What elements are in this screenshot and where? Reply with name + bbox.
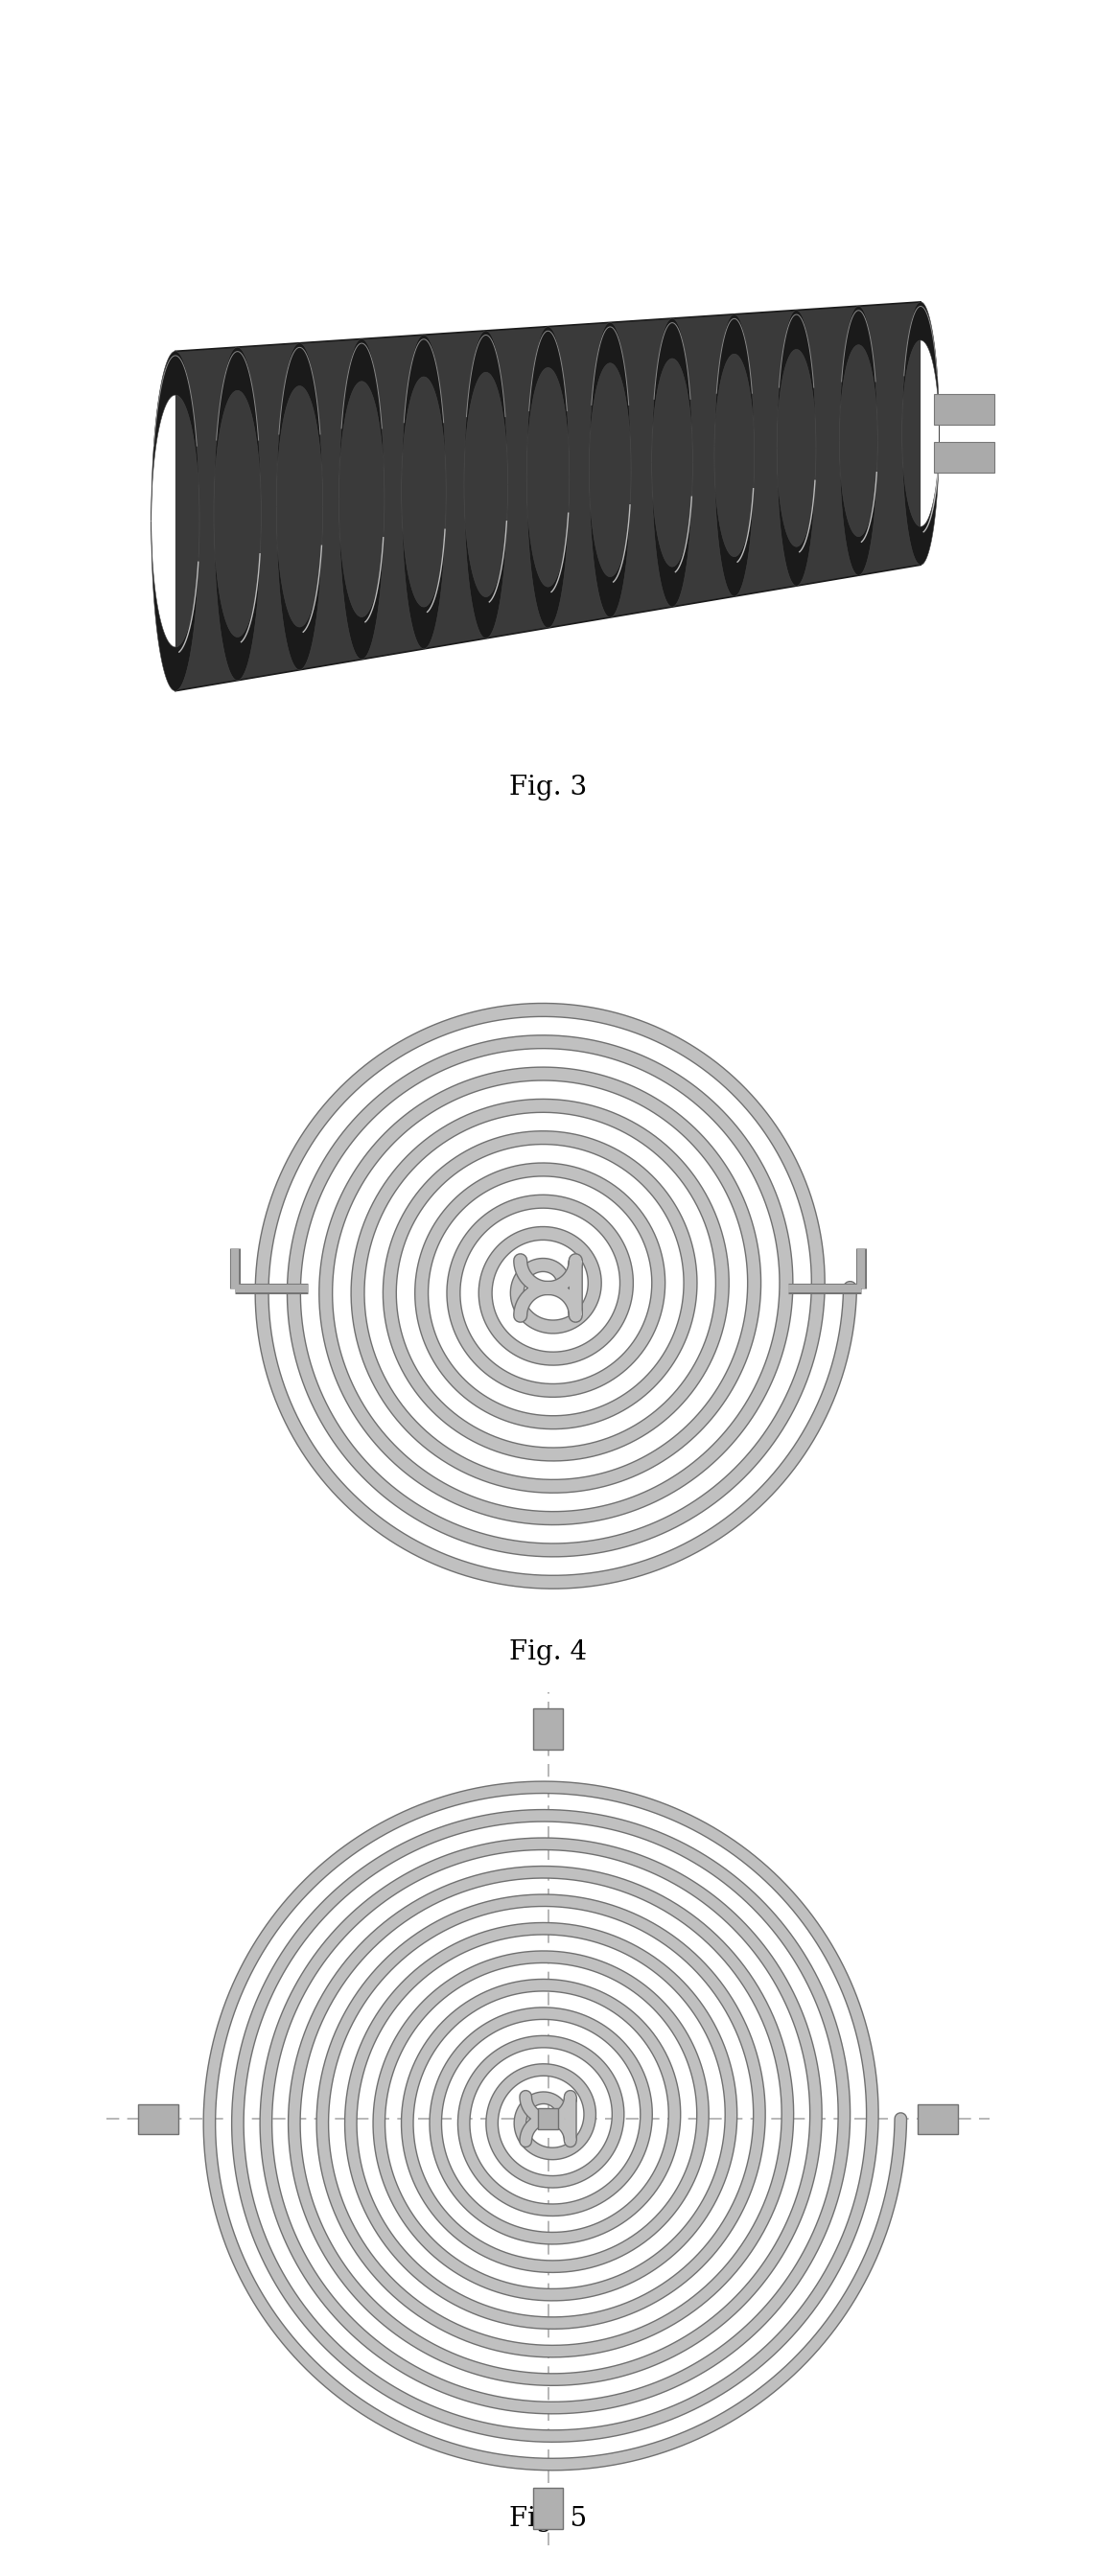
Polygon shape [902,433,939,564]
Bar [138,2105,179,2133]
Polygon shape [151,350,199,520]
Text: Fig. 5: Fig. 5 [510,2506,586,2532]
Polygon shape [590,469,631,618]
Polygon shape [652,464,693,608]
Polygon shape [840,440,878,574]
Polygon shape [464,484,507,639]
Bar [533,2488,563,2530]
Bar [533,1708,563,1749]
Polygon shape [527,327,570,477]
Polygon shape [339,500,385,659]
Polygon shape [715,456,754,598]
Polygon shape [777,448,817,585]
Polygon shape [276,343,323,507]
Polygon shape [590,322,631,469]
Polygon shape [715,314,754,456]
Polygon shape [840,307,878,440]
Polygon shape [175,301,921,690]
Polygon shape [276,507,323,670]
Polygon shape [464,330,507,484]
Polygon shape [214,513,261,680]
Text: Fig. 3: Fig. 3 [510,775,586,801]
Text: Fig. 4: Fig. 4 [510,1638,586,1667]
Polygon shape [339,340,385,500]
Polygon shape [151,520,199,690]
Bar [537,2107,559,2130]
Polygon shape [401,335,446,492]
FancyBboxPatch shape [934,394,994,425]
Polygon shape [652,319,693,464]
Polygon shape [527,477,570,629]
Polygon shape [401,492,446,649]
Bar [917,2105,958,2133]
Polygon shape [902,301,939,433]
Polygon shape [214,348,261,513]
FancyBboxPatch shape [934,443,994,474]
Polygon shape [777,309,817,448]
